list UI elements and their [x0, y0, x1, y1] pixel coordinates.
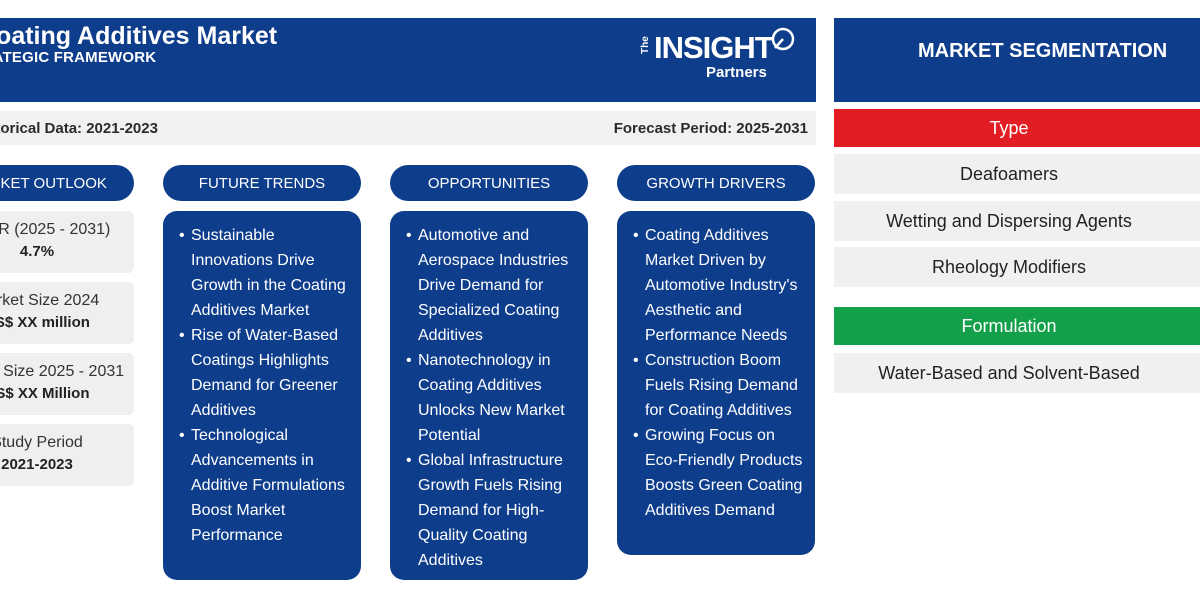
segment-item: Water-Based and Solvent-Based	[834, 353, 1200, 393]
list-item: Construction Boom Fuels Rising Demand fo…	[633, 348, 807, 423]
list-item: Rise of Water-Based Coatings Highlights …	[179, 323, 353, 423]
logo-the-text: The	[640, 36, 651, 54]
segment-item: Wetting and Dispersing Agents	[834, 201, 1200, 241]
insight-partners-logo: The INSIGHT Partners	[640, 24, 810, 84]
segment-item: Deafoamers	[834, 154, 1200, 194]
future-trends-card: Sustainable Innovations Drive Growth in …	[163, 211, 361, 580]
outlook-box-study-period: Study Period 2021-2023	[0, 424, 134, 486]
outlook-value: 4.7%	[19, 243, 55, 260]
list-item: Growing Focus on Eco-Friendly Products B…	[633, 423, 807, 523]
opportunities-card: Automotive and Aerospace Industries Driv…	[390, 211, 588, 580]
forecast-period: Forecast Period: 2025-2031	[613, 120, 808, 137]
opportunities-heading: OPPORTUNITIES	[390, 165, 588, 201]
list-item: Nanotechnology in Coating Additives Unlo…	[406, 348, 580, 448]
future-trends-heading: FUTURE TRENDS	[163, 165, 361, 201]
list-item: Automotive and Aerospace Industries Driv…	[406, 223, 580, 348]
growth-drivers-list: Coating Additives Market Driven by Autom…	[633, 223, 807, 523]
page-title: Coating Additives Market	[0, 22, 278, 50]
historical-period: Historical Data: 2021-2023	[0, 120, 158, 137]
logo-insight-text: INSIGHT	[654, 30, 774, 65]
outlook-value: 2021-2023	[1, 456, 73, 473]
outlook-value: US$ XX million	[0, 314, 90, 331]
segment-type-heading: Type	[834, 109, 1200, 147]
opportunities-list: Automotive and Aerospace Industries Driv…	[406, 223, 580, 573]
growth-drivers-heading: GROWTH DRIVERS	[617, 165, 815, 201]
outlook-label: Study Period	[0, 434, 83, 451]
outlook-box-market-size-2024: Market Size 2024 US$ XX million	[0, 282, 134, 344]
market-segmentation-heading: MARKET SEGMENTATION	[834, 18, 1200, 102]
outlook-box-cagr: CAGR (2025 - 2031) 4.7%	[0, 211, 134, 273]
outlook-label: CAGR (2025 - 2031)	[0, 221, 111, 238]
outlook-label: Market Size 2024	[0, 292, 100, 309]
header-banner	[0, 18, 816, 102]
list-item: Coating Additives Market Driven by Autom…	[633, 223, 807, 348]
list-item: Sustainable Innovations Drive Growth in …	[179, 223, 353, 323]
segment-formulation-heading: Formulation	[834, 307, 1200, 345]
page-subtitle: STRATEGIC FRAMEWORK	[0, 49, 157, 66]
outlook-value: US$ XX Million	[0, 385, 90, 402]
growth-drivers-card: Coating Additives Market Driven by Autom…	[617, 211, 815, 555]
list-item: Global Infrastructure Growth Fuels Risin…	[406, 448, 580, 573]
period-bar	[0, 111, 816, 145]
logo-swoosh-icon	[771, 27, 795, 51]
segment-item: Rheology Modifiers	[834, 247, 1200, 287]
outlook-label: Market Size 2025 - 2031	[0, 363, 125, 380]
logo-partners-text: Partners	[706, 64, 767, 81]
future-trends-list: Sustainable Innovations Drive Growth in …	[179, 223, 353, 548]
list-item: Technological Advancements in Additive F…	[179, 423, 353, 548]
market-outlook-heading: MARKET OUTLOOK	[0, 165, 134, 201]
outlook-box-market-size-forecast: Market Size 2025 - 2031 US$ XX Million	[0, 353, 134, 415]
